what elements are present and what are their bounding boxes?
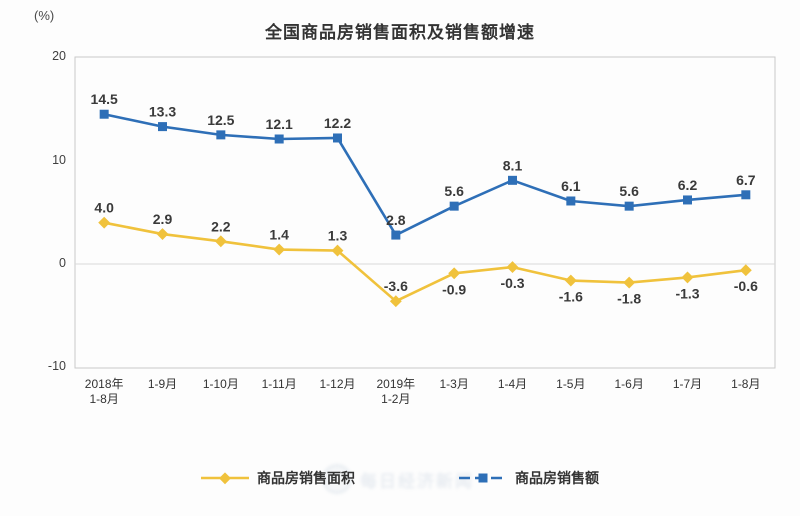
x-tick-label: 1-5月 [556,377,586,391]
data-point-label: 6.2 [678,177,698,193]
x-tick-label: 1-8月 [731,377,761,391]
data-point-label: 4.0 [94,200,114,216]
legend-label: 商品房销售额 [515,470,599,486]
x-tick-label: 1-12月 [319,377,356,391]
legend-item-0: 商品房销售面积 [201,468,355,488]
y-tick-label: 20 [52,49,66,64]
data-point-marker [214,235,227,248]
x-tick-label: 1-4月 [497,377,528,391]
x-tick-label: 1-11月 [261,377,297,391]
data-point-label: -1.8 [617,291,641,307]
data-point-label: 13.3 [149,104,176,120]
plot-frame [74,56,776,369]
diamond-legend-marker-icon [201,472,249,485]
data-point-label: 5.6 [444,183,464,199]
data-point-label: 12.2 [324,115,351,131]
data-point-label: 6.7 [736,172,756,188]
legend: 商品房销售面积 商品房销售额 [0,468,800,488]
data-point-label: 2.2 [211,218,231,234]
y-tick-label: 10 [52,152,66,167]
data-point-label: 8.1 [503,157,523,173]
x-tick-label: 1-3月 [439,377,469,391]
data-point-marker [99,109,109,119]
data-point-marker [216,130,226,140]
data-point-marker [681,271,694,284]
data-point-marker [508,175,517,185]
data-point-label: 1.4 [269,227,289,243]
x-tick-label: 2019年 1-2月 [376,377,416,406]
data-point-label: 2.9 [153,211,173,227]
data-point-marker [449,201,459,211]
data-point-label: 12.5 [207,112,234,128]
data-point-marker [741,190,751,200]
square-legend-marker-icon [459,473,507,483]
data-point-marker [98,216,111,229]
data-point-marker [158,122,167,132]
data-point-label: 6.1 [561,178,581,194]
x-tick-label: 2018年 1-8月 [84,377,124,406]
data-point-marker [273,243,286,256]
data-point-label: -1.3 [675,285,699,301]
data-point-label: -0.9 [442,281,466,297]
data-point-label: 1.3 [328,228,348,244]
data-point-label: -3.6 [384,278,408,294]
data-point-marker [156,228,169,240]
data-point-label: -1.6 [559,289,583,305]
series-line-0 [103,221,746,303]
chart-title: 全国商品房销售面积及销售额增速 [265,23,535,42]
data-point-marker [506,261,519,274]
data-point-marker [333,133,342,143]
data-point-label: 2.8 [386,212,406,228]
data-point-marker [623,276,636,289]
data-point-marker [391,230,401,240]
data-point-marker [274,134,284,144]
data-point-marker [683,195,692,205]
data-point-label: -0.3 [500,275,524,291]
data-point-marker [566,196,576,206]
data-point-label: -0.6 [734,278,758,294]
data-point-marker [564,274,577,287]
y-tick-label: -10 [47,359,66,374]
data-point-label: 5.6 [619,183,639,199]
data-point-label: 12.1 [266,116,293,132]
data-point-marker [624,201,634,211]
data-point-label: 14.5 [91,91,118,107]
legend-item-1: 商品房销售额 [459,468,599,488]
x-tick-label: 1-6月 [614,377,644,391]
data-point-marker [448,267,461,280]
series-line-1 [103,112,746,237]
legend-label: 商品房销售面积 [257,470,355,486]
data-point-marker [389,295,402,308]
x-tick-label: 1-10月 [202,377,239,391]
y-axis-unit-label: (%) [34,8,55,23]
x-tick-label: 1-7月 [672,377,703,391]
y-tick-label: 0 [59,256,66,270]
data-point-marker [739,264,752,277]
x-tick-label: 1-9月 [147,377,178,391]
